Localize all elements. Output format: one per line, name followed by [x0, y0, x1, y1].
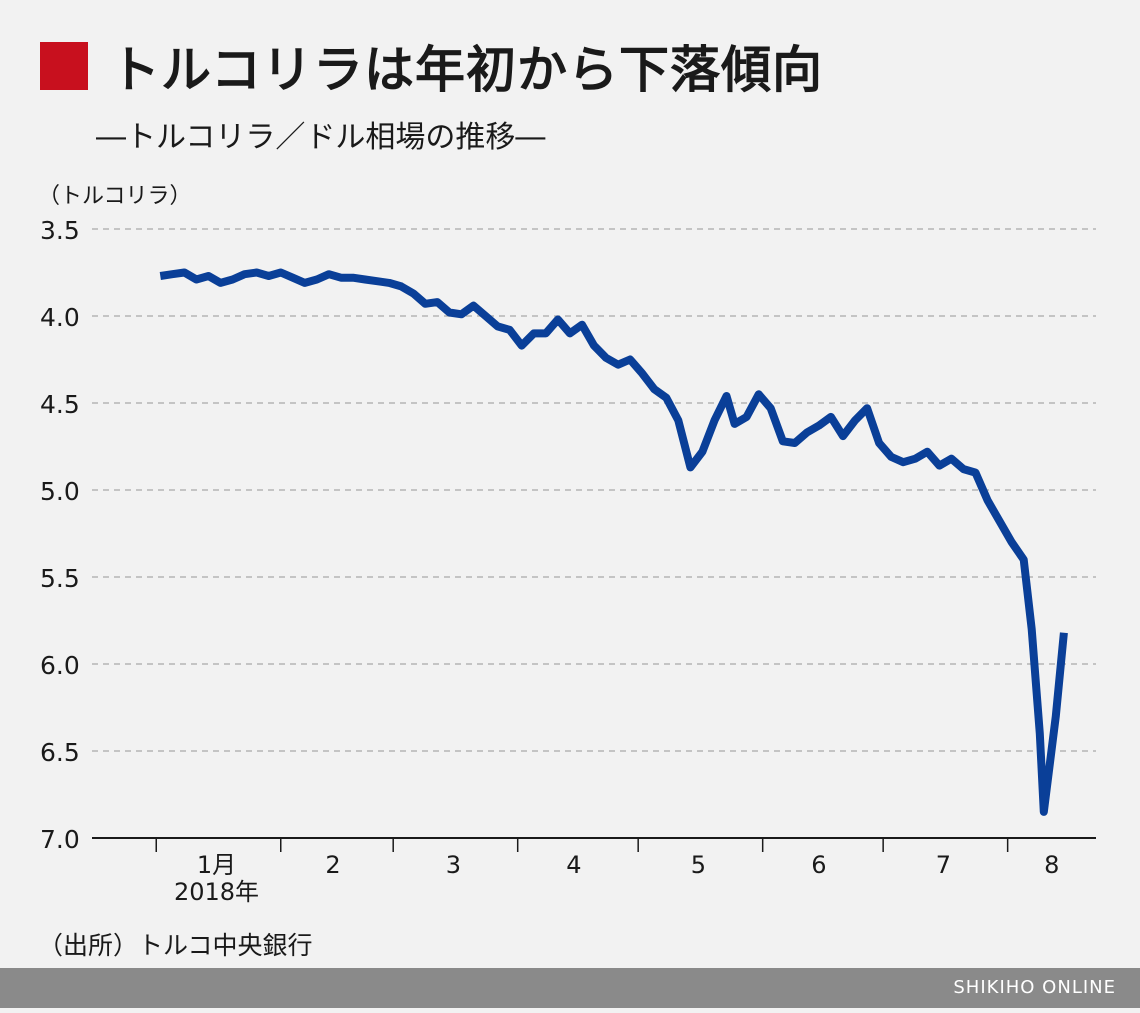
y-tick-label: 4.5	[40, 390, 80, 419]
chart-title: トルコリラは年初から下落傾向	[110, 41, 823, 99]
x-tick-label: 7	[936, 851, 951, 879]
source-note: （出所）トルコ中央銀行	[38, 931, 313, 960]
footer-bar: SHIKIHO ONLINE	[0, 968, 1140, 1008]
series-line-try-usd	[159, 268, 1068, 816]
y-tick-label: 6.5	[40, 738, 80, 767]
chart-subtitle: ―トルコリラ／ドル相場の推移―	[96, 120, 546, 155]
x-tick-label: 4	[566, 851, 581, 879]
y-tick-label: 7.0	[40, 825, 80, 854]
title-block: トルコリラは年初から下落傾向	[40, 40, 823, 99]
x-tick-label: 3	[446, 851, 461, 879]
x-tick-label: 2	[325, 851, 340, 879]
y-tick-label: 5.0	[40, 477, 80, 506]
x-tick-label: 8	[1044, 851, 1059, 879]
y-tick-label: 4.0	[40, 303, 80, 332]
y-tick-label: 3.5	[40, 216, 80, 245]
brand-label: SHIKIHO ONLINE	[953, 977, 1116, 998]
title-marker-icon	[40, 42, 88, 90]
x-tick-label: 1月	[197, 851, 236, 879]
x-tick-label: 5	[691, 851, 706, 879]
y-tick-label: 5.5	[40, 564, 80, 593]
y-axis-unit-label: （トルコリラ）	[38, 184, 192, 209]
y-tick-label: 6.0	[40, 651, 80, 680]
x-year-label: 2018年	[174, 878, 259, 906]
x-tick-label: 6	[811, 851, 826, 879]
